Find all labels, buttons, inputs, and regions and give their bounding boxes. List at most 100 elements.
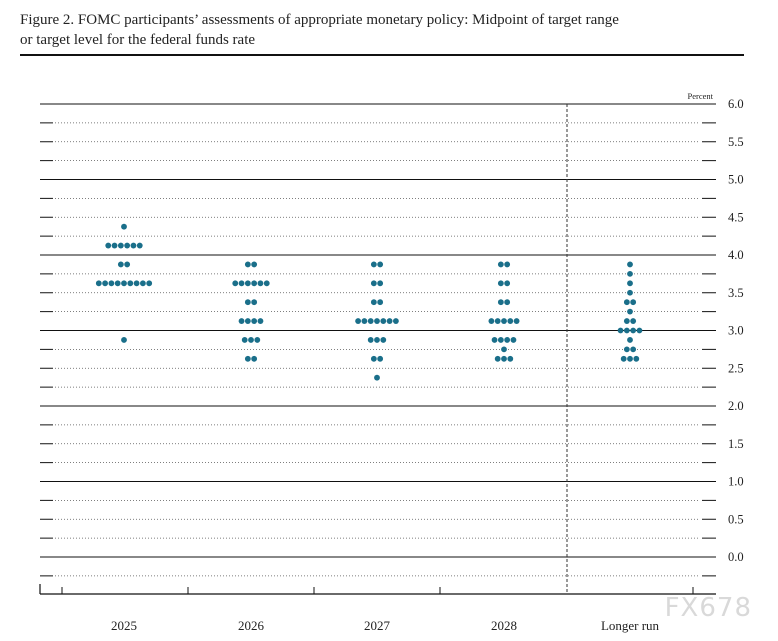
participant-dot — [124, 261, 131, 268]
participant-dot — [232, 280, 239, 287]
participant-dot — [504, 261, 511, 268]
participant-dot — [504, 280, 511, 287]
participant-dot — [374, 337, 380, 343]
participant-dot — [393, 318, 399, 324]
participant-dot — [636, 327, 643, 334]
y-tick-label: 1.0 — [728, 475, 744, 489]
participant-dot — [111, 242, 118, 249]
participant-dot — [630, 346, 637, 353]
participant-dot — [238, 280, 245, 287]
participant-dot — [257, 318, 264, 324]
y-tick-label: 5.0 — [728, 173, 744, 187]
participant-dot — [251, 261, 258, 268]
participant-dot — [380, 318, 387, 324]
participant-dot — [121, 223, 127, 230]
participant-dot — [617, 327, 624, 334]
participant-dot — [114, 280, 121, 287]
participant-dot — [361, 318, 368, 324]
y-tick-label: 0.5 — [728, 512, 744, 526]
y-tick-label: 3.5 — [728, 286, 744, 300]
participant-dot — [497, 299, 504, 306]
x-category-label: 2026 — [238, 618, 265, 633]
watermark-text: FX678 — [664, 593, 752, 623]
participant-dot — [627, 280, 633, 287]
participant-dot — [370, 280, 377, 287]
participant-dot — [146, 280, 153, 287]
participant-dot — [627, 355, 633, 362]
figure-title: Figure 2. FOMC participants’ assessments… — [20, 10, 760, 50]
participant-dot — [117, 242, 124, 249]
participant-dot — [377, 280, 384, 287]
y-tick-label: 0.0 — [728, 550, 744, 564]
participant-dot — [124, 242, 131, 249]
participant-dot — [504, 299, 511, 306]
participant-dot — [95, 280, 102, 287]
participant-dot — [377, 355, 384, 362]
participant-dot — [630, 327, 637, 334]
participant-dot — [507, 355, 514, 362]
participant-dot — [370, 355, 377, 362]
participant-dot — [507, 318, 514, 324]
participant-dot — [105, 242, 112, 249]
y-axis-unit-label: Percent — [688, 91, 714, 101]
grid-layer — [40, 103, 716, 577]
y-tick-label: 4.5 — [728, 210, 744, 224]
participant-dot — [488, 318, 495, 324]
participant-dot — [370, 299, 377, 306]
participant-dot — [497, 261, 504, 268]
participant-dot — [244, 299, 251, 306]
participant-dot — [510, 337, 517, 343]
participant-dot — [244, 280, 251, 287]
participant-dot — [108, 280, 115, 287]
participant-dot — [627, 337, 633, 343]
x-category-label: Longer run — [601, 618, 660, 633]
participant-dot — [497, 337, 504, 343]
participant-dot — [623, 299, 630, 306]
participant-dot — [501, 318, 507, 324]
participant-dot — [244, 355, 251, 362]
title-rule — [20, 54, 744, 56]
participant-dot — [627, 261, 633, 268]
participant-dot — [257, 280, 264, 287]
participant-dot — [627, 270, 633, 277]
y-tick-label: 3.0 — [728, 324, 744, 338]
participant-dot — [627, 289, 633, 296]
participant-dot — [263, 280, 270, 287]
participant-dot — [501, 355, 507, 362]
participant-dot — [497, 280, 504, 287]
axis-layer — [39, 104, 716, 595]
y-tick-label: 4.0 — [728, 248, 744, 262]
participant-dot — [630, 299, 637, 306]
participant-dot — [374, 374, 380, 381]
y-tick-label: 2.5 — [728, 361, 744, 375]
participant-dot — [623, 327, 630, 334]
participant-dot — [251, 280, 258, 287]
participant-dot — [117, 261, 124, 268]
participant-dot — [374, 318, 380, 324]
participant-dot — [504, 337, 511, 343]
participant-dot — [633, 355, 640, 362]
participant-dot — [623, 318, 630, 324]
participant-dot — [367, 337, 374, 343]
y-tick-label: 1.5 — [728, 437, 744, 451]
participant-dot — [620, 355, 627, 362]
participant-dot — [494, 355, 501, 362]
y-tick-label: 6.0 — [728, 97, 744, 111]
participant-dot — [241, 337, 248, 343]
y-tick-label: 2.0 — [728, 399, 744, 413]
participant-dot — [494, 318, 501, 324]
participant-dot — [140, 280, 146, 287]
participant-dot — [121, 337, 127, 343]
participant-dot — [380, 337, 387, 343]
participant-dot — [377, 261, 384, 268]
participant-dot — [370, 261, 377, 268]
participant-dot — [367, 318, 374, 324]
participant-dot — [251, 318, 258, 324]
x-category-label: 2028 — [491, 618, 517, 633]
participant-dot — [501, 346, 507, 353]
participant-dot — [513, 318, 520, 324]
participant-dot — [244, 261, 251, 268]
participant-dot — [130, 242, 137, 249]
participant-dot — [630, 318, 637, 324]
participant-dot — [127, 280, 134, 287]
